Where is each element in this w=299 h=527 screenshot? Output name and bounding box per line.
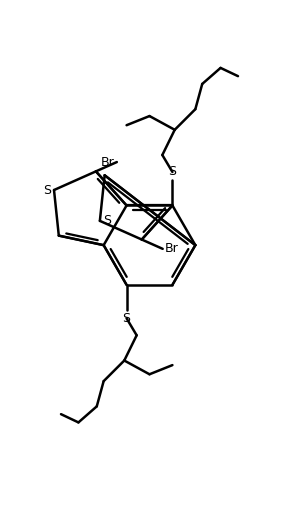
Text: S: S <box>43 183 51 197</box>
Text: S: S <box>168 165 176 178</box>
Text: S: S <box>103 214 111 227</box>
Text: S: S <box>123 313 131 325</box>
Text: Br: Br <box>101 155 115 169</box>
Text: Br: Br <box>165 242 179 256</box>
